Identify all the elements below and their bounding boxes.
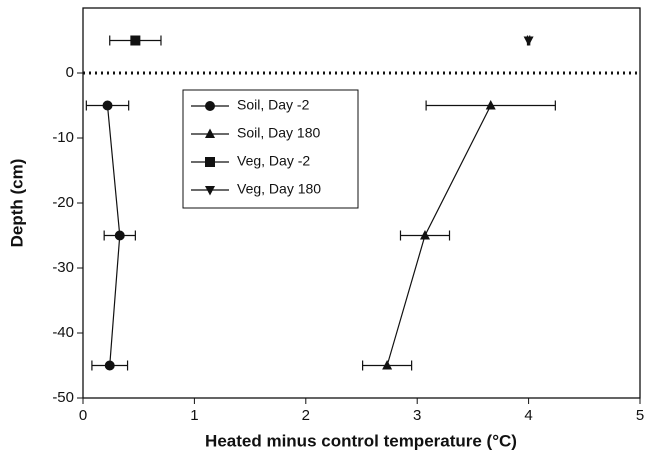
x-tick-label: 1 bbox=[190, 407, 198, 424]
legend-label: Veg, Day -2 bbox=[237, 153, 310, 169]
point bbox=[523, 36, 534, 46]
y-tick-label: -10 bbox=[52, 129, 74, 146]
legend-label: Soil, Day -2 bbox=[237, 97, 310, 113]
x-tick-label: 3 bbox=[413, 407, 421, 424]
point bbox=[102, 100, 113, 111]
y-tick-label: -50 bbox=[52, 389, 74, 406]
point bbox=[104, 360, 115, 371]
point bbox=[419, 230, 430, 240]
y-tick-label: 0 bbox=[66, 64, 74, 81]
y-tick-label: -30 bbox=[52, 259, 74, 276]
plot-frame bbox=[82, 7, 641, 399]
point bbox=[130, 35, 141, 46]
legend-marker bbox=[205, 186, 215, 196]
point bbox=[485, 100, 496, 110]
x-tick-label: 0 bbox=[79, 407, 87, 424]
legend-label: Soil, Day 180 bbox=[237, 125, 320, 141]
x-tick-label: 4 bbox=[524, 407, 532, 424]
legend-marker bbox=[205, 101, 215, 111]
legend-marker bbox=[205, 128, 215, 138]
x-tick-label: 2 bbox=[302, 407, 310, 424]
legend-marker bbox=[205, 157, 215, 167]
y-axis-label: Depth (cm) bbox=[7, 159, 26, 248]
y-tick-label: -40 bbox=[52, 324, 74, 341]
y-tick-label: -20 bbox=[52, 194, 74, 211]
point bbox=[114, 230, 125, 241]
x-axis-label: Heated minus control temperature (°C) bbox=[205, 431, 517, 450]
legend-label: Veg, Day 180 bbox=[237, 181, 321, 197]
x-tick-label: 5 bbox=[636, 407, 644, 424]
point bbox=[382, 360, 393, 370]
